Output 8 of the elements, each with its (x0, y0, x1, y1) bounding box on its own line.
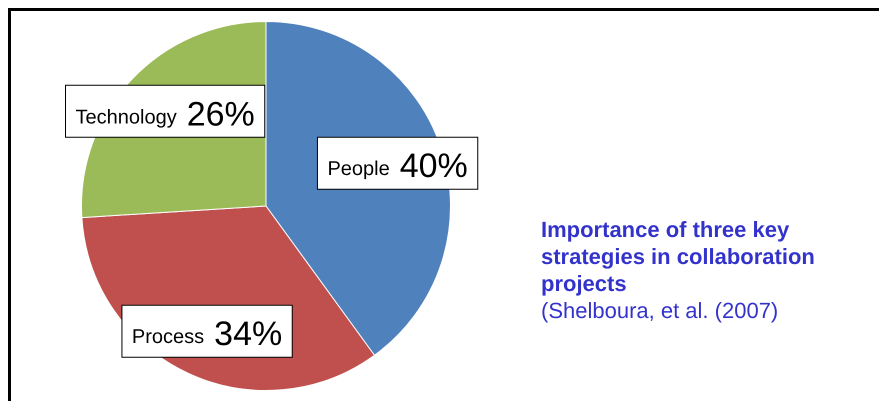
slice-label: Process (132, 326, 204, 348)
data-label: 40% (400, 147, 468, 186)
slice-label: Technology (76, 106, 177, 128)
data-label: 26% (186, 95, 255, 134)
data-label: 34% (214, 315, 282, 354)
text: Importance of three key strategies in collaboration projects (541, 216, 816, 297)
text: (Shelboura, et al. (2007) (541, 297, 780, 324)
slice-label: People (327, 158, 390, 180)
